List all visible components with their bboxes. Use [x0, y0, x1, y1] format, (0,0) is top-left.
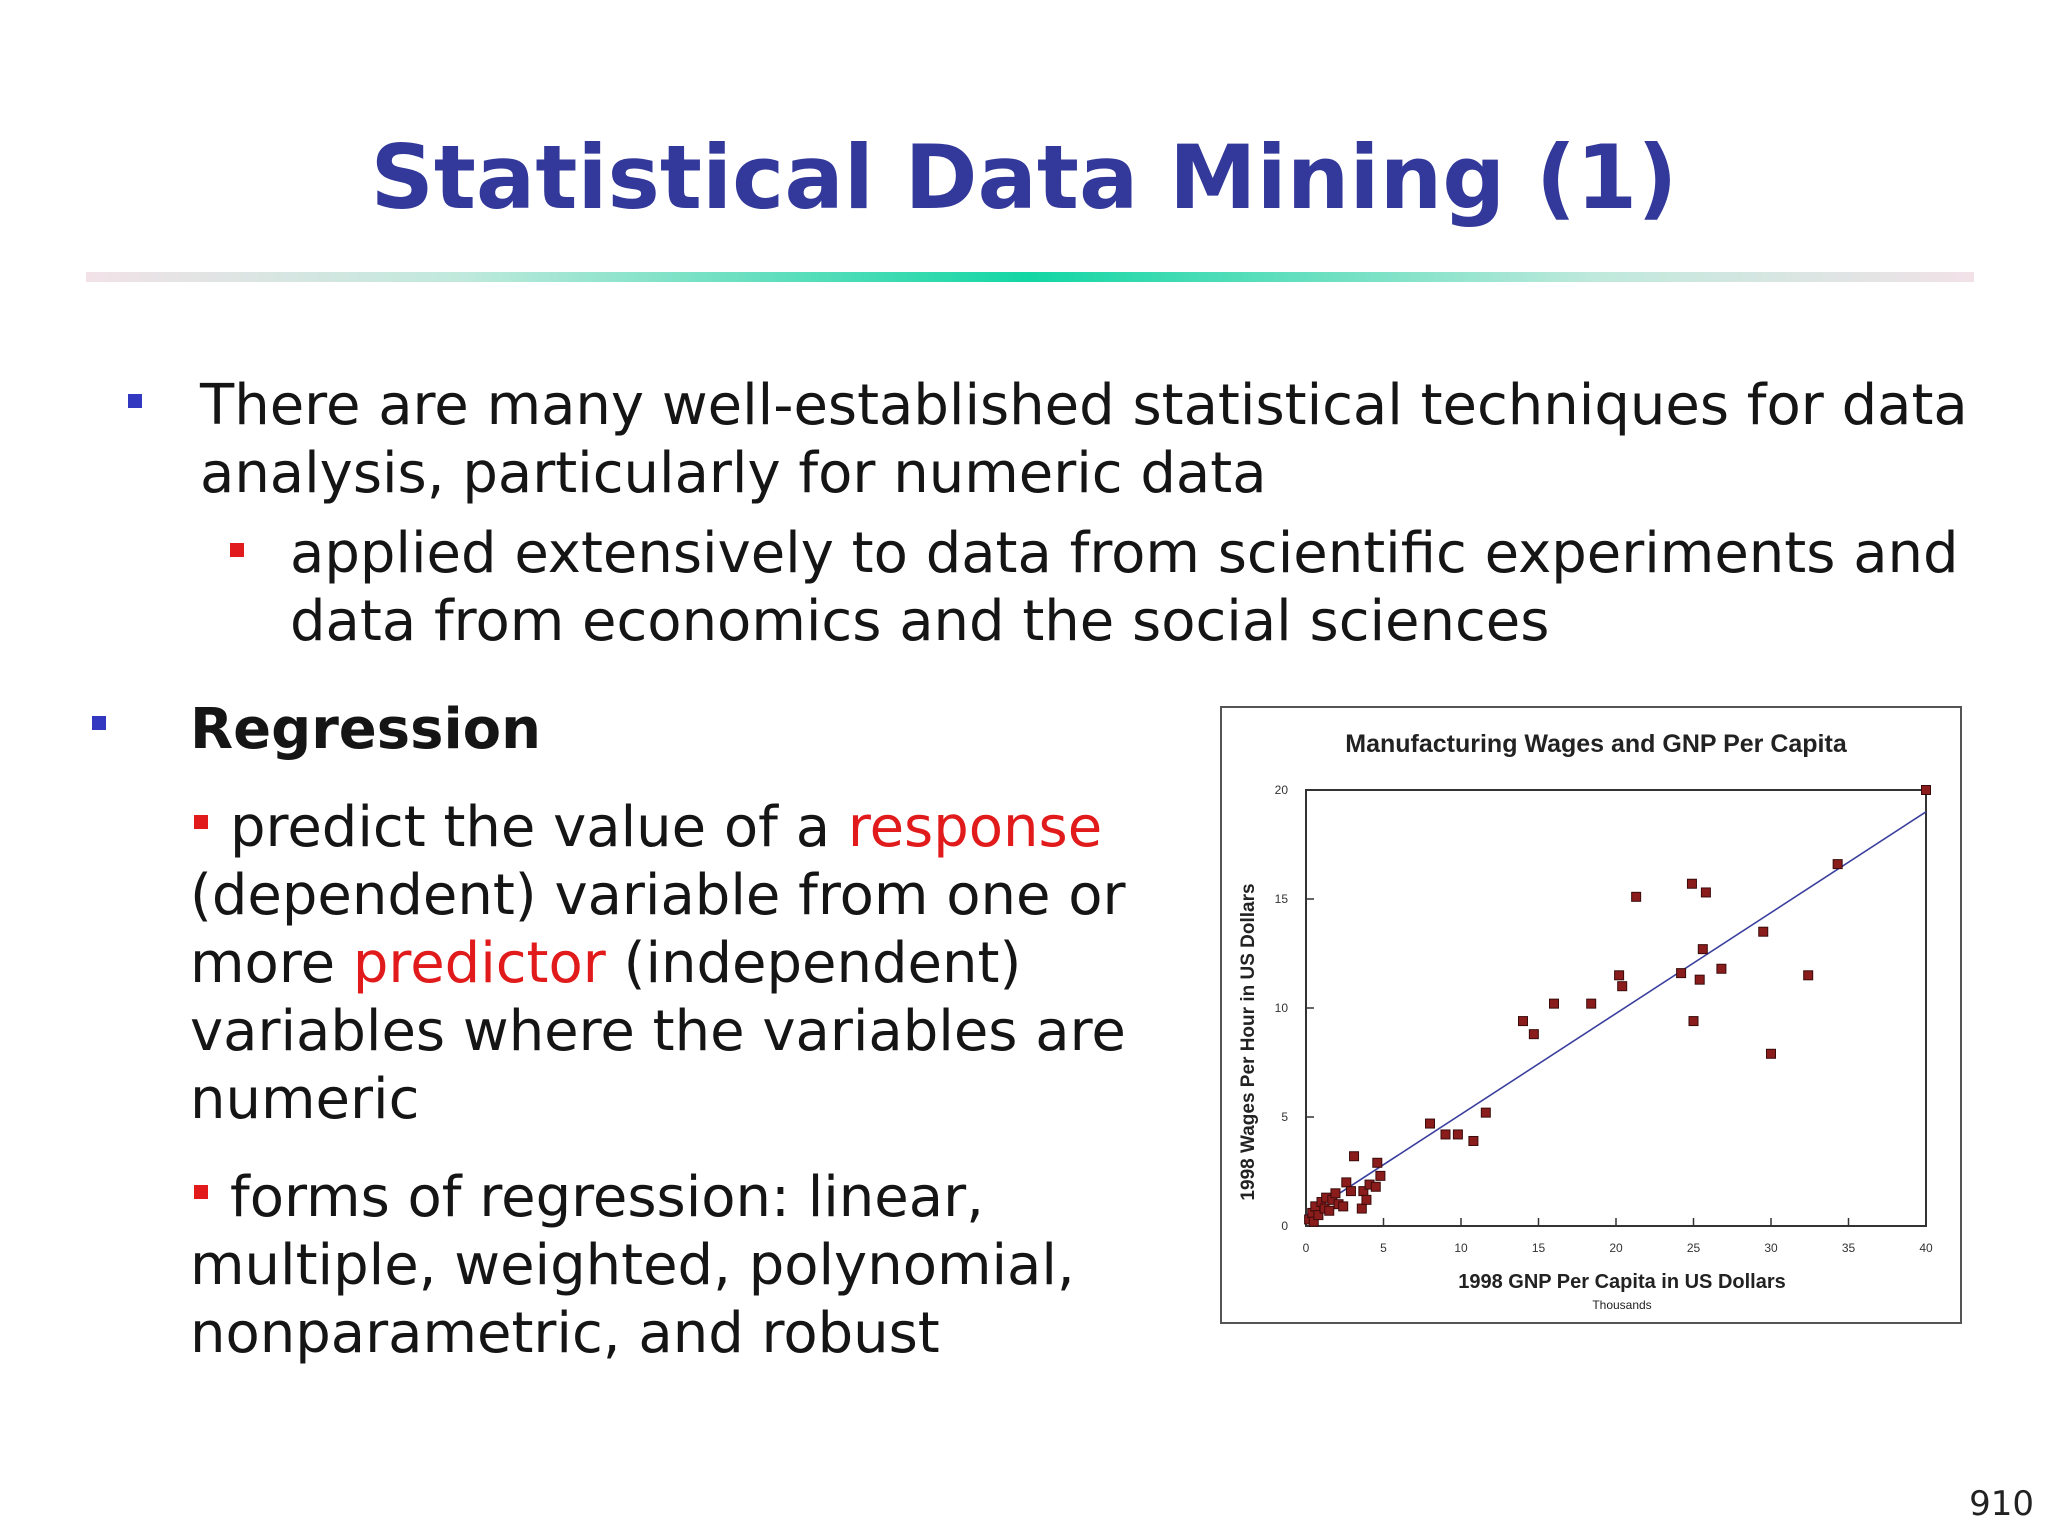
regression-line	[1305, 811, 1927, 1216]
y-axis-label: 1998 Wages Per Hour in US Dollars	[1238, 883, 1259, 1200]
regression-sub-1-line-3: more predictor (independent)	[190, 930, 1021, 998]
text-run: predict the value of a	[230, 795, 848, 860]
highlight-predictor: predictor	[352, 931, 606, 996]
scatter-point	[1586, 998, 1597, 1009]
scatter-point	[1694, 974, 1705, 985]
sub-bullet-marker	[230, 543, 244, 557]
scatter-point	[1614, 970, 1625, 981]
scatter-point	[1832, 859, 1843, 870]
bullet-1-line-2: analysis, particularly for numeric data	[200, 441, 1267, 506]
scatter-point	[1716, 963, 1727, 974]
scatter-point	[1468, 1135, 1479, 1146]
bullet-marker	[92, 716, 106, 730]
scatter-point	[1361, 1194, 1372, 1205]
y-tick-label: 20	[1275, 783, 1289, 797]
scatter-point	[1480, 1107, 1491, 1118]
highlight-response: response	[847, 795, 1103, 860]
data-points	[1304, 785, 1931, 1227]
chart-title: Manufacturing Wages and GNP Per Capita	[1345, 730, 1848, 758]
scatter-point	[1631, 891, 1642, 902]
scatter-point	[1686, 878, 1697, 889]
scatter-point	[1452, 1129, 1463, 1140]
regression-sub-2-line-1: forms of regression: linear,	[230, 1165, 984, 1230]
scatter-point	[1370, 1181, 1381, 1192]
bullet-1-line-1: There are many well-established statisti…	[200, 373, 1968, 438]
scatter-point	[1688, 1016, 1699, 1027]
scatter-point	[1345, 1186, 1356, 1197]
scatter-point	[1700, 887, 1711, 898]
x-tick-label: 40	[1919, 1241, 1933, 1255]
regression-sub-1-line-1: predict the value of a response	[230, 794, 1102, 862]
x-axis-label: 1998 GNP Per Capita in US Dollars	[1458, 1271, 1786, 1293]
scatter-point	[1330, 1188, 1341, 1199]
regression-heading: Regression	[190, 697, 541, 762]
scatter-point	[1324, 1205, 1335, 1216]
scatter-point	[1676, 968, 1687, 979]
y-tick-label: 0	[1281, 1219, 1288, 1233]
sub-bullet-marker	[194, 815, 208, 829]
regression-sub-1-line-4: variables where the variables are	[190, 999, 1126, 1064]
scatter-point	[1440, 1129, 1451, 1140]
sub-bullet-marker	[194, 1185, 208, 1199]
regression-sub-2-line-2: multiple, weighted, polynomial,	[190, 1233, 1075, 1298]
scatter-point	[1313, 1210, 1324, 1221]
regression-sub-2-line-3: nonparametric, and robust	[190, 1301, 940, 1366]
x-axis-sublabel: Thousands	[1592, 1298, 1651, 1312]
text-run: (independent)	[605, 931, 1022, 996]
scatter-point	[1766, 1048, 1776, 1059]
scatter-point	[1758, 926, 1769, 937]
x-tick-label: 0	[1303, 1241, 1310, 1255]
x-tick-label: 30	[1764, 1241, 1778, 1255]
scatter-point	[1549, 998, 1559, 1009]
text-run: more	[190, 931, 353, 996]
scatter-plot-svg: Manufacturing Wages and GNP Per Capita 1…	[1238, 730, 1933, 1312]
regression-sub-1-line-2: (dependent) variable from one or	[190, 863, 1126, 928]
scatter-point	[1518, 1016, 1528, 1027]
scatter-chart: Manufacturing Wages and GNP Per Capita 1…	[1220, 706, 1962, 1324]
x-tick-label: 20	[1609, 1241, 1623, 1255]
x-tick-label: 15	[1532, 1241, 1546, 1255]
axis-ticks: 0 5 10 15 20 25 30 35 40 0 5 10 15 20	[1275, 783, 1933, 1255]
y-tick-label: 15	[1275, 892, 1289, 906]
y-tick-label: 10	[1275, 1001, 1289, 1015]
scatter-point	[1617, 981, 1628, 992]
plot-area-frame	[1305, 789, 1927, 1227]
scatter-point	[1803, 970, 1814, 981]
bullet-1-sub-line-1: applied extensively to data from scienti…	[290, 521, 1959, 586]
x-tick-label: 10	[1454, 1241, 1468, 1255]
bullet-marker	[128, 394, 142, 408]
scatter-point	[1338, 1201, 1349, 1212]
regression-sub-1-line-5: numeric	[190, 1067, 420, 1132]
x-tick-label: 35	[1842, 1241, 1856, 1255]
scatter-point	[1349, 1151, 1360, 1162]
slide-title: Statistical Data Mining (1)	[370, 126, 1678, 229]
page-number: 910	[1969, 1484, 2034, 1524]
y-tick-label: 5	[1281, 1110, 1288, 1124]
scatter-point	[1375, 1170, 1386, 1181]
scatter-point	[1356, 1203, 1367, 1214]
x-tick-label: 5	[1380, 1241, 1387, 1255]
x-tick-label: 25	[1687, 1241, 1701, 1255]
scatter-point	[1425, 1118, 1435, 1129]
scatter-point	[1372, 1157, 1383, 1168]
scatter-point	[1528, 1029, 1539, 1040]
scatter-point	[1341, 1177, 1352, 1188]
scatter-point	[1697, 944, 1708, 955]
bullet-1-sub-line-2: data from economics and the social scien…	[290, 589, 1550, 654]
title-divider	[86, 272, 1974, 282]
scatter-point	[1921, 785, 1931, 795]
